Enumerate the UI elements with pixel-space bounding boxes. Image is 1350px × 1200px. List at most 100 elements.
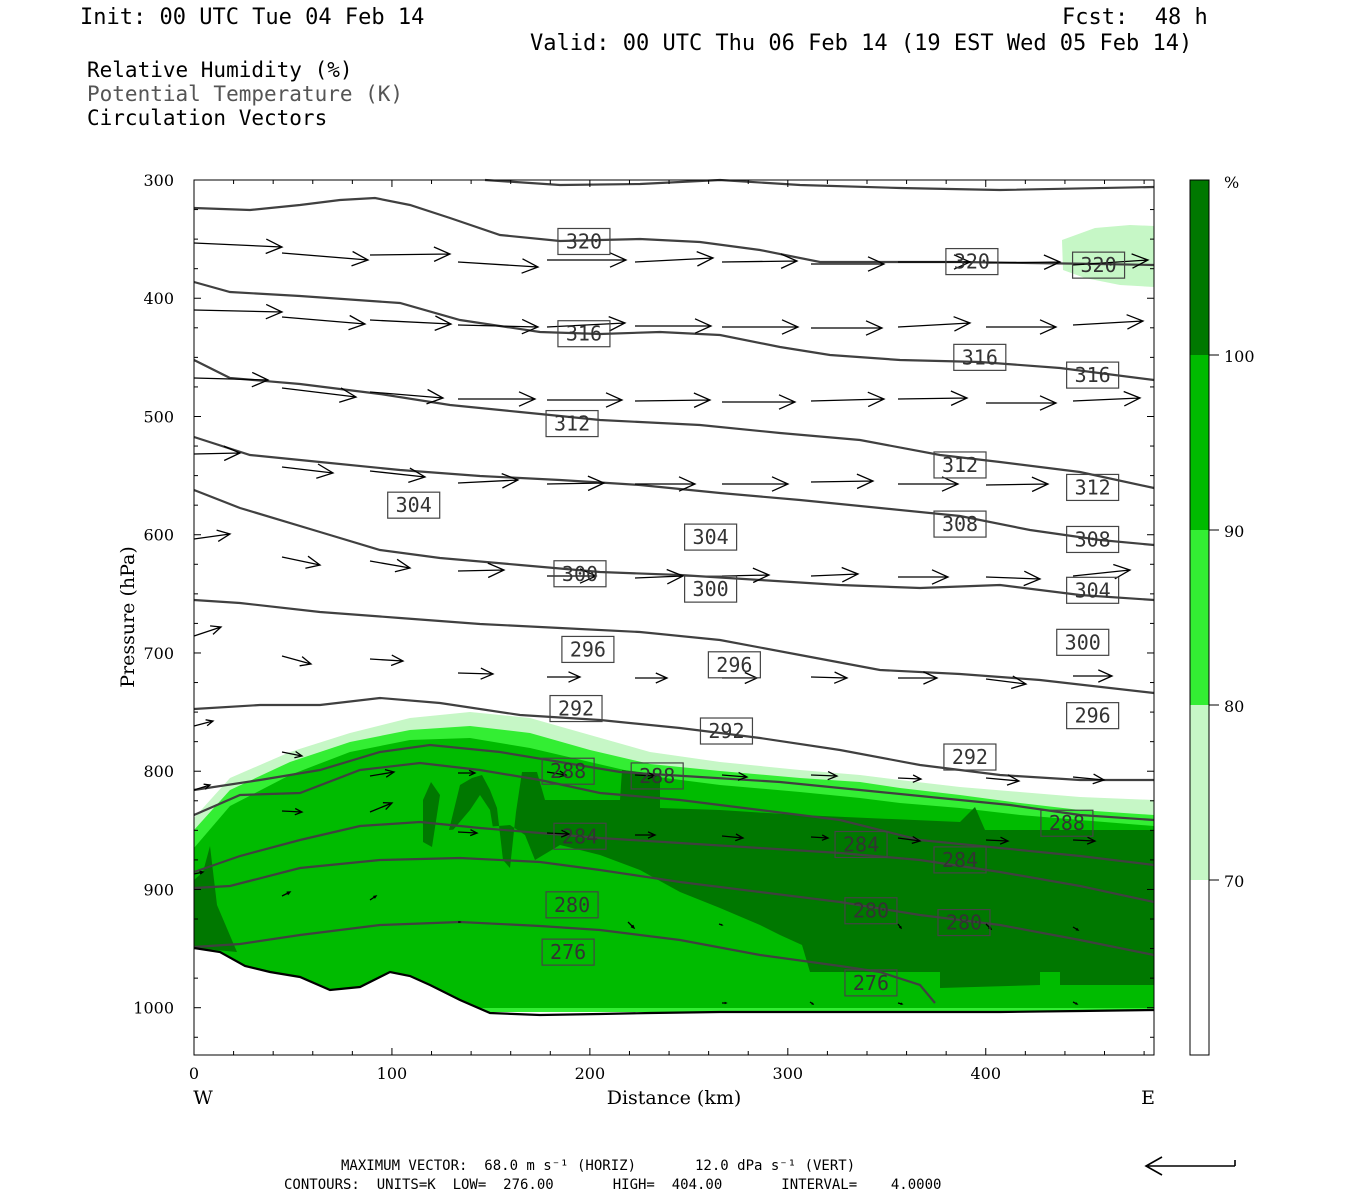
contour-label-text: 312: [554, 412, 590, 436]
circulation-vector: [1072, 926, 1080, 931]
contour-label-box: [630, 762, 684, 790]
circulation-vector: [897, 316, 972, 332]
contour-label-box: [699, 717, 754, 745]
contour-label-text: 320: [954, 250, 990, 274]
circulation-vector: [369, 768, 396, 778]
circulation-vector: [634, 392, 712, 408]
contour-label-text: 292: [558, 697, 594, 721]
contour-label: 296: [707, 651, 761, 679]
colorbar-unit: %: [1224, 173, 1239, 192]
circulation-vector: [635, 318, 713, 334]
circulation-vector: [547, 568, 598, 584]
contour-label: 316: [1066, 361, 1120, 389]
circulation-vector: [986, 395, 1058, 411]
circulation-vector: [281, 314, 367, 331]
contour-label: 312: [545, 409, 599, 438]
contour-label-box: [933, 510, 987, 538]
circulation-vector: [1072, 836, 1097, 845]
terrain-mask: [194, 948, 1154, 1055]
circulation-vector: [635, 476, 697, 492]
contour-label-box: [1066, 361, 1120, 389]
circulation-vector: [898, 254, 972, 270]
rh-region-70-80: [1062, 225, 1154, 287]
terrain-line: [193, 946, 1155, 1017]
valid-time: Valid: 00 UTC Thu 06 Feb 14 (19 EST Wed …: [530, 31, 1193, 56]
contour-label-text: 292: [952, 745, 988, 769]
contour-label-text: 280: [554, 893, 590, 917]
circulation-vector: [985, 774, 1021, 786]
circulation-vector: [369, 895, 378, 901]
contour-label: 276: [844, 969, 898, 997]
contour-label-box: [844, 897, 898, 925]
contour-label: 292: [549, 694, 603, 723]
contour-label: 284: [553, 822, 607, 850]
circulation-vector: [898, 476, 960, 492]
colorbar-frame: [1189, 179, 1210, 1056]
circulation-vector: [457, 472, 520, 489]
colorbar-tick-label: 90: [1224, 522, 1244, 541]
circulation-vector: [897, 923, 902, 930]
circulation-vector: [635, 672, 669, 684]
contour-label: 296: [1066, 702, 1120, 730]
contour-label-text: 312: [1075, 475, 1111, 499]
contour-label-box: [953, 343, 1007, 371]
potential-temperature-contours: [193, 178, 1155, 1004]
circulation-vector: [722, 319, 800, 335]
colorbar-segment: [1190, 880, 1209, 1055]
contour-label-text: 292: [708, 719, 744, 743]
isentrope-line: [193, 359, 1155, 490]
contour-label: 308: [1066, 525, 1120, 554]
circulation-vector: [810, 671, 849, 684]
circulation-vector: [721, 771, 749, 781]
colorbar-tick-label: 80: [1224, 697, 1244, 716]
y-tick-label: 300: [143, 171, 174, 190]
circulation-vector: [281, 750, 304, 759]
x-tick-label: 200: [575, 1064, 606, 1083]
max-vector-note: MAXIMUM VECTOR: 68.0 m s⁻¹ (HORIZ) 12.0 …: [341, 1158, 856, 1174]
colorbar: % 70 80 90 100: [1189, 173, 1255, 1056]
contour-label: 316: [953, 343, 1007, 371]
contour-label-box: [549, 694, 603, 723]
east-label: E: [1141, 1087, 1155, 1109]
circulation-vector: [193, 870, 205, 875]
contour-label-box: [1056, 628, 1110, 656]
init-time: Init: 00 UTC Tue 04 Feb 14: [80, 5, 425, 30]
circulation-vector: [281, 555, 322, 569]
circulation-vector: [369, 315, 453, 332]
contour-label-text: 300: [1065, 630, 1101, 654]
contour-label-box: [1066, 702, 1120, 730]
circulation-vector: [457, 258, 540, 274]
contour-label-text: 288: [550, 759, 586, 783]
colorbar-segment: [1190, 705, 1209, 880]
contour-label-box: [541, 938, 595, 966]
contour-label-box: [1040, 809, 1094, 837]
contour-label-box: [844, 969, 898, 997]
isentrope-line: [193, 856, 1155, 957]
contour-label: 280: [844, 897, 898, 925]
circulation-vector: [986, 319, 1058, 335]
circulation-vector: [634, 568, 685, 585]
circulation-vector: [546, 315, 627, 332]
circulation-vector: [810, 834, 830, 841]
circulation-vector: [809, 1001, 815, 1005]
circulation-vector: [547, 392, 624, 408]
contour-label: 320: [1071, 251, 1126, 279]
circulation-vector: [369, 388, 445, 405]
contour-label-box: [545, 409, 599, 438]
circulation-vectors: [193, 238, 1150, 1005]
circulation-vector: [722, 394, 797, 410]
circulation-vector: [193, 625, 223, 637]
rh-region-100: [449, 770, 1154, 988]
contour-label-text: 308: [942, 512, 978, 536]
colorbar-segment: [1190, 180, 1209, 355]
contour-label-box: [557, 227, 611, 256]
circulation-vector: [547, 671, 582, 683]
y-tick-label: 700: [143, 644, 174, 663]
circulation-vector: [985, 476, 1050, 493]
contour-label: 300: [553, 560, 607, 588]
y-tick-label: 500: [143, 407, 174, 426]
contour-label-text: 296: [1075, 704, 1111, 728]
circulation-vector: [281, 250, 370, 267]
contour-label-box: [945, 247, 999, 276]
isentrope-line: [193, 435, 1155, 547]
